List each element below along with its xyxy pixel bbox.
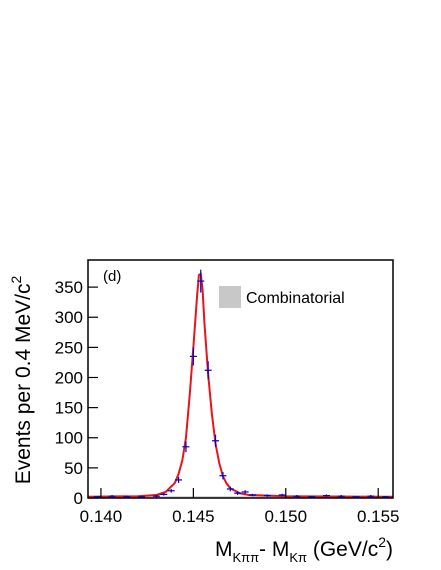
x-label-mid: - M <box>259 538 289 561</box>
x-label-end: ) <box>386 538 393 561</box>
x-label-sub: Kππ <box>232 550 259 565</box>
y-axis-label: Events per 0.4 MeV/c2 <box>8 276 35 485</box>
x-label-sup: 2 <box>378 534 386 550</box>
x-label-sub: Kπ <box>289 550 307 565</box>
x-tick-label: 0.155 <box>357 507 400 526</box>
y-tick-label: 150 <box>55 399 83 418</box>
annotation: (d) <box>103 268 121 285</box>
y-label-sup: 2 <box>8 276 24 284</box>
legend-swatch <box>219 286 241 308</box>
y-tick-label: 350 <box>55 278 83 297</box>
fit-curve <box>87 272 394 498</box>
x-tick-label: 0.140 <box>80 507 123 526</box>
legend-label: Combinatorial <box>246 290 345 307</box>
y-tick-label: 250 <box>55 338 83 357</box>
x-label-main: M <box>215 538 233 561</box>
y-label-text: Events per 0.4 MeV/c <box>12 284 35 485</box>
x-tick-label: 0.145 <box>172 507 215 526</box>
plot-frame <box>87 259 394 499</box>
y-tick-label: 50 <box>64 459 83 478</box>
x-tick-label: 0.150 <box>265 507 308 526</box>
x-label-unit: (GeV/c <box>307 538 378 561</box>
y-tick-label: 300 <box>55 308 83 327</box>
y-tick-label: 100 <box>55 429 83 448</box>
x-axis-label: MKππ- MKπ (GeV/c2) <box>215 534 393 565</box>
y-tick-label: 0 <box>74 489 83 508</box>
y-tick-label: 200 <box>55 368 83 387</box>
